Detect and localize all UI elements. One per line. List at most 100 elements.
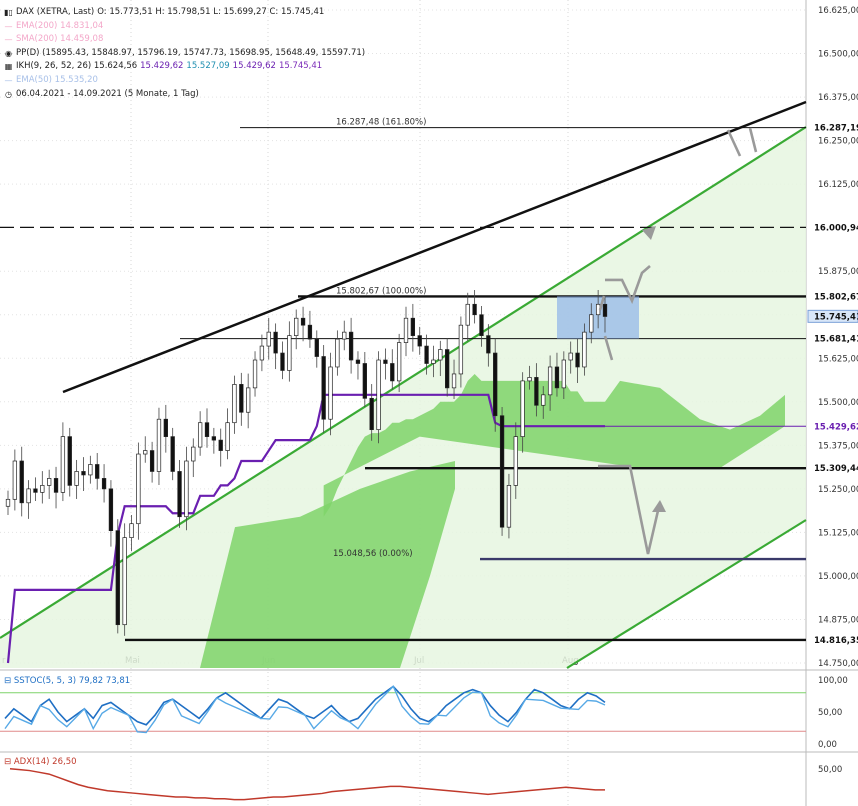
candle-body (486, 335, 491, 354)
legend-ikh-v3: 15.429,62 (232, 61, 276, 72)
candle-body (383, 359, 388, 364)
candle-body (568, 352, 573, 361)
adx-icon: ⊟ (4, 757, 12, 767)
legend-sma200: SMA(200) 14.459,08 (16, 34, 104, 45)
arrow-head (642, 226, 656, 240)
candle-body (33, 488, 38, 493)
candle-body (156, 418, 162, 472)
legend: ▮▯ DAX (XETRA, Last) O: 15.773,51 H: 15.… (4, 6, 365, 101)
stoch-d-line (4, 685, 606, 734)
stoch-k-value: 79,82 (78, 676, 104, 686)
candle-body (67, 436, 72, 486)
candle-body (184, 460, 189, 518)
adx-label[interactable]: ⊟ ADX(14) 26,50 (4, 757, 77, 767)
candle-body (534, 377, 539, 406)
candle-body (527, 377, 532, 382)
legend-ema200-row[interactable]: — EMA(200) 14.831,04 (4, 20, 365, 34)
y-tick-label: 15.500,00 (818, 398, 858, 408)
candle-body (424, 345, 429, 364)
legend-ema50-row[interactable]: — EMA(50) 15.535,20 (4, 74, 365, 88)
candle-body (81, 471, 86, 476)
channel-shade (0, 127, 806, 668)
projection-arrow-down (598, 464, 662, 555)
legend-range: 06.04.2021 - 14.09.2021 (5 Monate, 1 Tag… (16, 88, 199, 99)
ema50-line-icon: — (4, 75, 13, 85)
candle-body (431, 359, 436, 364)
candle-body (40, 485, 45, 493)
candle-body (390, 363, 395, 382)
legend-ikh: IKH(9, 26, 52, 26) 15.624,56 (16, 61, 138, 72)
candle-body (314, 338, 319, 357)
price-box-label: 16.000,94 (814, 223, 858, 233)
price-box-label: 15.309,44 (814, 464, 858, 474)
legend-symbol: DAX (XETRA, Last) (16, 7, 95, 17)
ichimoku-cloud (323, 373, 785, 517)
fib-annotation: 15.802,67 (100.00%) (336, 286, 426, 296)
adx-value: 26,50 (52, 757, 77, 767)
candle-body (582, 331, 587, 368)
candle-body (101, 478, 107, 490)
candle-body (225, 422, 230, 451)
price-box (807, 309, 858, 323)
price-box-label: 15.681,41 (814, 335, 858, 345)
candle-body (204, 422, 210, 437)
price-box (808, 633, 858, 646)
ema200-line-icon: — (4, 21, 13, 31)
candle-body (218, 439, 223, 451)
candle-body (348, 331, 354, 361)
y-tick-label: 14.750,00 (818, 659, 858, 669)
y-tick-label: 15.250,00 (818, 485, 858, 495)
stoch-label[interactable]: ⊟ SSTOC(5, 5, 3) 79,82 73,81 (4, 676, 130, 686)
candle-body (362, 363, 367, 399)
candle-body (342, 331, 347, 340)
stoch-tick: 50,00 (818, 708, 842, 718)
candle-body (376, 359, 381, 431)
legend-pp-row[interactable]: ◉ PP(D) (15895.43, 15848.97, 15796.19, 1… (4, 47, 365, 61)
candle-body (287, 335, 292, 371)
candle-body (561, 359, 566, 389)
legend-sma200-row[interactable]: — SMA(200) 14.459,08 (4, 33, 365, 47)
legend-ikh-v2: 15.527,09 (186, 61, 230, 72)
adx-tick: 50,00 (818, 765, 842, 775)
price-box-label: 16.287,19 (814, 124, 858, 134)
candle-body (149, 450, 155, 472)
candle-body (575, 352, 580, 368)
adx-panel-bg (0, 754, 806, 806)
y-tick-label: 16.500,00 (818, 50, 858, 60)
fib-annotation: 16.287,48 (161.80%) (336, 118, 426, 128)
candle-body (300, 317, 306, 326)
candle-body (280, 352, 285, 371)
candle-body (246, 387, 251, 413)
y-tick-label: 16.125,00 (818, 180, 858, 190)
stoch-title: SSTOC(5, 5, 3) (13, 676, 77, 686)
candle-body (513, 436, 518, 486)
legend-range-row: ◷ 06.04.2021 - 14.09.2021 (5 Monate, 1 T… (4, 88, 365, 102)
candle-body (53, 478, 59, 493)
legend-ikh-row[interactable]: ▦ IKH(9, 26, 52, 26) 15.624,56 15.429,62… (4, 60, 365, 74)
candle-body (294, 317, 299, 336)
ichimoku-cloud-older (200, 461, 455, 668)
kijun-line (6, 393, 605, 664)
y-tick-label: 14.875,00 (818, 615, 858, 625)
price-box (808, 420, 858, 433)
candle-body (396, 342, 402, 382)
channel-upper-green (0, 126, 807, 639)
candle-body (259, 345, 265, 361)
candle-body (458, 324, 464, 375)
candle-body (5, 498, 11, 507)
candle-body (328, 366, 333, 420)
stoch-tick: 100,00 (818, 676, 848, 686)
candle-body (239, 384, 244, 413)
ichimoku-icon: ▦ (4, 62, 13, 72)
candle-body (26, 488, 31, 504)
candle-body (445, 349, 450, 389)
candle-body (547, 366, 553, 396)
legend-symbol-row: ▮▯ DAX (XETRA, Last) O: 15.773,51 H: 15.… (4, 6, 365, 20)
candle-body (307, 324, 313, 340)
legend-ikh-v1: 15.429,62 (140, 61, 184, 72)
y-tick-label: 15.000,00 (818, 572, 858, 582)
candle-body (266, 331, 271, 347)
candles (5, 290, 608, 636)
candle-body (472, 303, 477, 316)
